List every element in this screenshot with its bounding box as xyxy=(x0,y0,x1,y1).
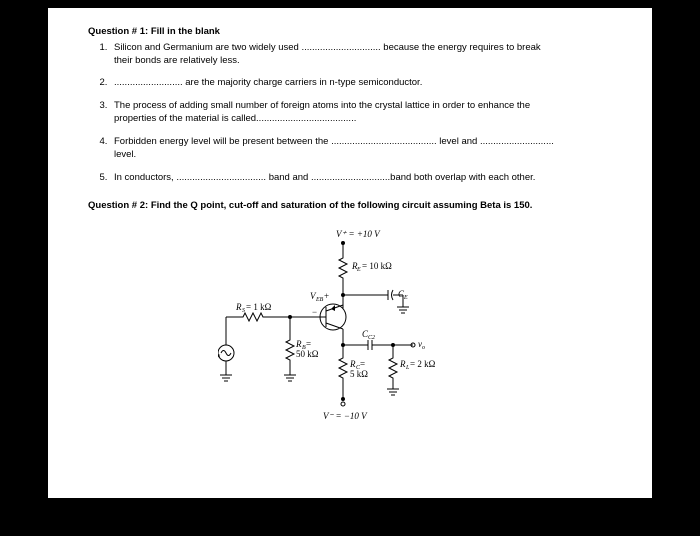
blank: .............................. xyxy=(311,172,390,183)
text: The process of adding small number of fo… xyxy=(114,100,530,111)
document-page: Question # 1: Fill in the blank Silicon … xyxy=(48,8,652,498)
svg-text:R: R xyxy=(399,359,406,369)
q2-header: Question # 2: Find the Q point, cut-off … xyxy=(88,200,612,213)
q1-item-3: The process of adding small number of fo… xyxy=(110,100,612,126)
svg-text:R: R xyxy=(349,359,356,369)
blank: .............................. xyxy=(301,42,380,53)
svg-text:= 2 kΩ: = 2 kΩ xyxy=(410,359,436,369)
circuit-diagram: V⁺ = +10 V R E = 10 kΩ C E xyxy=(218,227,612,437)
blank: .......................... xyxy=(114,77,183,88)
text: their bonds are relatively less. xyxy=(114,55,612,68)
vplus-label: V⁺ = +10 V xyxy=(336,229,381,239)
svg-text:R: R xyxy=(235,302,242,312)
svg-text:=: = xyxy=(306,339,311,349)
svg-text:E: E xyxy=(403,295,408,301)
q1-item-4: Forbidden energy level will be present b… xyxy=(110,136,612,162)
blank: .................................. xyxy=(176,172,266,183)
svg-text:=: = xyxy=(360,359,365,369)
text: band both overlap with each other. xyxy=(390,172,535,183)
svg-text:E: E xyxy=(356,267,361,273)
svg-text:V⁻ = −10 V: V⁻ = −10 V xyxy=(323,411,368,421)
text: properties of the material is called....… xyxy=(114,113,612,126)
text: Silicon and Germanium are two widely use… xyxy=(114,42,301,53)
svg-text:50 kΩ: 50 kΩ xyxy=(296,349,319,359)
blank: ........................................ xyxy=(331,136,437,147)
text: In conductors, xyxy=(114,172,176,183)
text: level and xyxy=(437,136,480,147)
svg-text:C2: C2 xyxy=(368,335,375,341)
svg-text:= 1 kΩ: = 1 kΩ xyxy=(246,302,272,312)
q1-item-2: .......................... are the major… xyxy=(110,77,612,90)
text: because the energy requires to break xyxy=(381,42,541,53)
text: level. xyxy=(114,149,612,162)
svg-text:R: R xyxy=(295,339,302,349)
text: band and xyxy=(266,172,311,183)
q1-list: Silicon and Germanium are two widely use… xyxy=(110,42,612,185)
svg-text:EB: EB xyxy=(315,297,324,303)
text: Forbidden energy level will be present b… xyxy=(114,136,331,147)
q1-item-5: In conductors, .........................… xyxy=(110,172,612,185)
svg-text:= 10 kΩ: = 10 kΩ xyxy=(362,261,392,271)
svg-text:o: o xyxy=(422,345,425,351)
q1-header: Question # 1: Fill in the blank xyxy=(88,26,612,39)
q1-item-1: Silicon and Germanium are two widely use… xyxy=(110,42,612,68)
svg-text:+: + xyxy=(324,291,329,301)
svg-text:−: − xyxy=(312,307,317,317)
blank: ...................................... xyxy=(256,113,356,124)
blank: ............................ xyxy=(480,136,554,147)
svg-text:5 kΩ: 5 kΩ xyxy=(350,369,368,379)
svg-text:s: s xyxy=(218,353,221,359)
text: are the majority charge carriers in n-ty… xyxy=(183,77,423,88)
